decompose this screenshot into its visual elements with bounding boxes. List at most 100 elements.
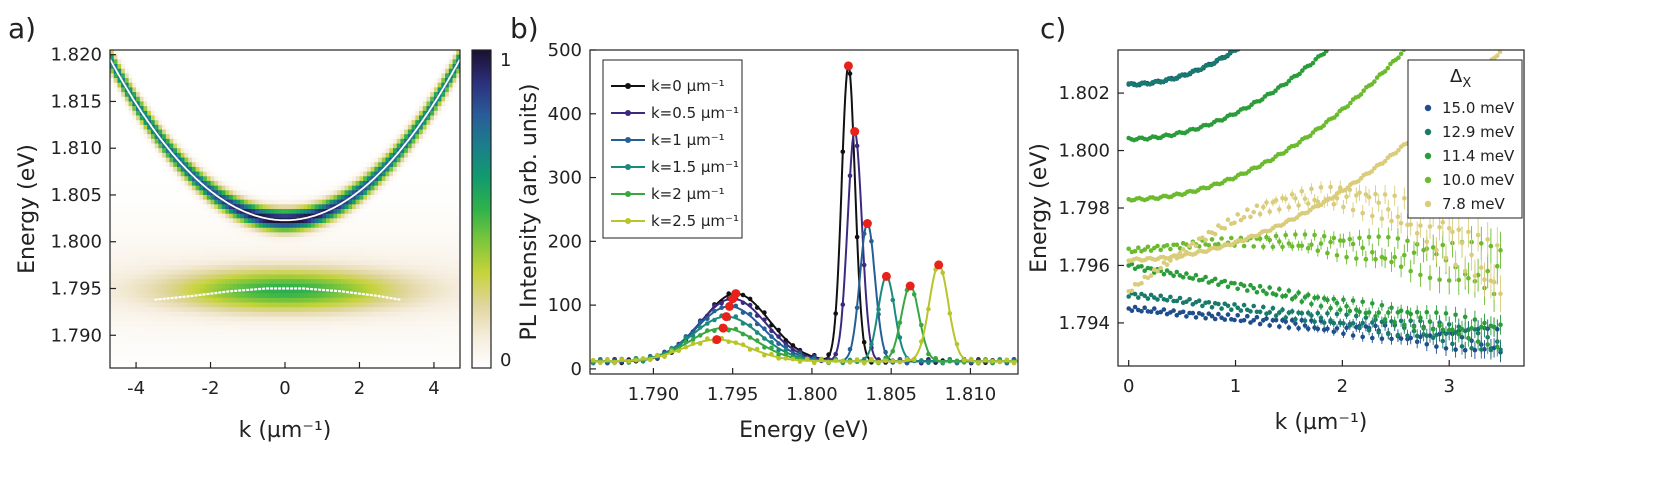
heatmap-cell (337, 204, 342, 210)
heatmap-cell (344, 209, 349, 215)
heatmap-cell (180, 101, 185, 107)
heatmap-cell (150, 180, 156, 187)
heatmap-cell (128, 162, 133, 168)
heatmap-cell (210, 176, 215, 182)
heatmap-cell (162, 166, 167, 172)
heatmap-cell (217, 223, 223, 229)
heatmap-cell (180, 185, 185, 191)
heatmap-cell (162, 288, 167, 294)
heatmap-cell (270, 363, 275, 368)
heatmap-cell (370, 59, 375, 65)
heatmap-cell (303, 204, 308, 210)
heatmap-cell (299, 143, 305, 149)
heatmap-cell (352, 78, 357, 84)
heatmap-cell (258, 64, 264, 70)
heatmap-cell (311, 297, 316, 303)
heatmap-cell (225, 59, 230, 65)
heatmap-cell (281, 269, 286, 275)
heatmap-cell (303, 64, 308, 70)
heatmap-cell (299, 325, 305, 331)
heatmap-cell (288, 171, 293, 177)
heatmap-cell (124, 180, 130, 187)
heatmap-cell (352, 321, 357, 327)
heatmap-cell (217, 199, 223, 205)
heatmap-cell (188, 227, 193, 233)
heatmap-cell (299, 237, 305, 243)
heatmap-cell (311, 59, 316, 65)
heatmap-cell (273, 316, 278, 322)
heatmap-cell (147, 274, 152, 280)
heatmap-cell (273, 213, 278, 219)
heatmap-cell (366, 143, 372, 149)
heatmap-cell (262, 138, 267, 144)
heatmap-cell (121, 316, 126, 322)
heatmap-cell (195, 265, 200, 271)
heatmap-cell (355, 344, 360, 350)
heatmap-cell (270, 199, 275, 205)
heatmap-cell (206, 209, 211, 215)
heatmap-cell (285, 293, 290, 299)
heatmap-cell (206, 129, 211, 135)
heatmap-cell (165, 316, 170, 322)
heatmap-cell (117, 199, 122, 205)
heatmap-cell (262, 232, 267, 238)
heatmap-cell (247, 251, 252, 257)
heatmap-cell (150, 283, 156, 289)
heatmap-cell (184, 82, 189, 88)
heatmap-cell (232, 143, 237, 149)
heatmap-cell (299, 330, 305, 336)
heatmap-cell (299, 82, 305, 88)
heatmap-cell (210, 180, 215, 187)
heatmap-cell (173, 96, 178, 102)
heatmap-cell (217, 353, 223, 360)
heatmap-cell (378, 124, 383, 130)
heatmap-cell (273, 311, 278, 317)
heatmap-cell (184, 363, 189, 368)
heatmap-cell (232, 152, 237, 158)
heatmap-cell (236, 96, 241, 102)
heatmap-cell (366, 213, 372, 219)
heatmap-cell (117, 223, 122, 229)
heatmap-cell (292, 358, 297, 364)
heatmap-cell (270, 274, 275, 280)
heatmap-cell (307, 96, 312, 102)
heatmap-cell (258, 223, 264, 229)
heatmap-cell (348, 302, 353, 308)
heatmap-cell (165, 358, 170, 364)
heatmap-cell (281, 134, 286, 140)
heatmap-cell (188, 311, 193, 317)
heatmap-cell (359, 218, 364, 224)
heatmap-cell (195, 73, 200, 79)
heatmap-cell (121, 260, 126, 266)
heatmap-cell (177, 92, 182, 98)
heatmap-cell (303, 50, 308, 56)
heatmap-cell (299, 59, 305, 65)
heatmap-cell (236, 209, 241, 215)
heatmap-cell (210, 148, 215, 154)
heatmap-cell (337, 279, 342, 285)
heatmap-cell (180, 209, 185, 215)
heatmap-cell (165, 293, 170, 299)
heatmap-cell (184, 274, 189, 280)
heatmap-cell (184, 316, 189, 322)
heatmap-cell (162, 330, 167, 336)
heatmap-cell (124, 316, 130, 322)
heatmap-cell (281, 92, 286, 98)
heatmap-cell (273, 92, 278, 98)
heatmap-cell (132, 344, 137, 350)
heatmap-cell (355, 358, 360, 364)
heatmap-cell (299, 204, 305, 210)
heatmap-cell (266, 138, 271, 144)
heatmap-cell (299, 339, 305, 346)
heatmap-cell (258, 363, 264, 368)
heatmap-cell (150, 260, 156, 266)
heatmap-cell (158, 358, 163, 364)
heatmap-cell (217, 50, 223, 56)
heatmap-cell (225, 171, 230, 177)
heatmap-cell (270, 101, 275, 107)
heatmap-cell (173, 279, 178, 285)
heatmap-cell (355, 349, 360, 355)
heatmap-cell (225, 321, 230, 327)
heatmap-cell (188, 129, 193, 135)
heatmap-cell (273, 218, 278, 224)
